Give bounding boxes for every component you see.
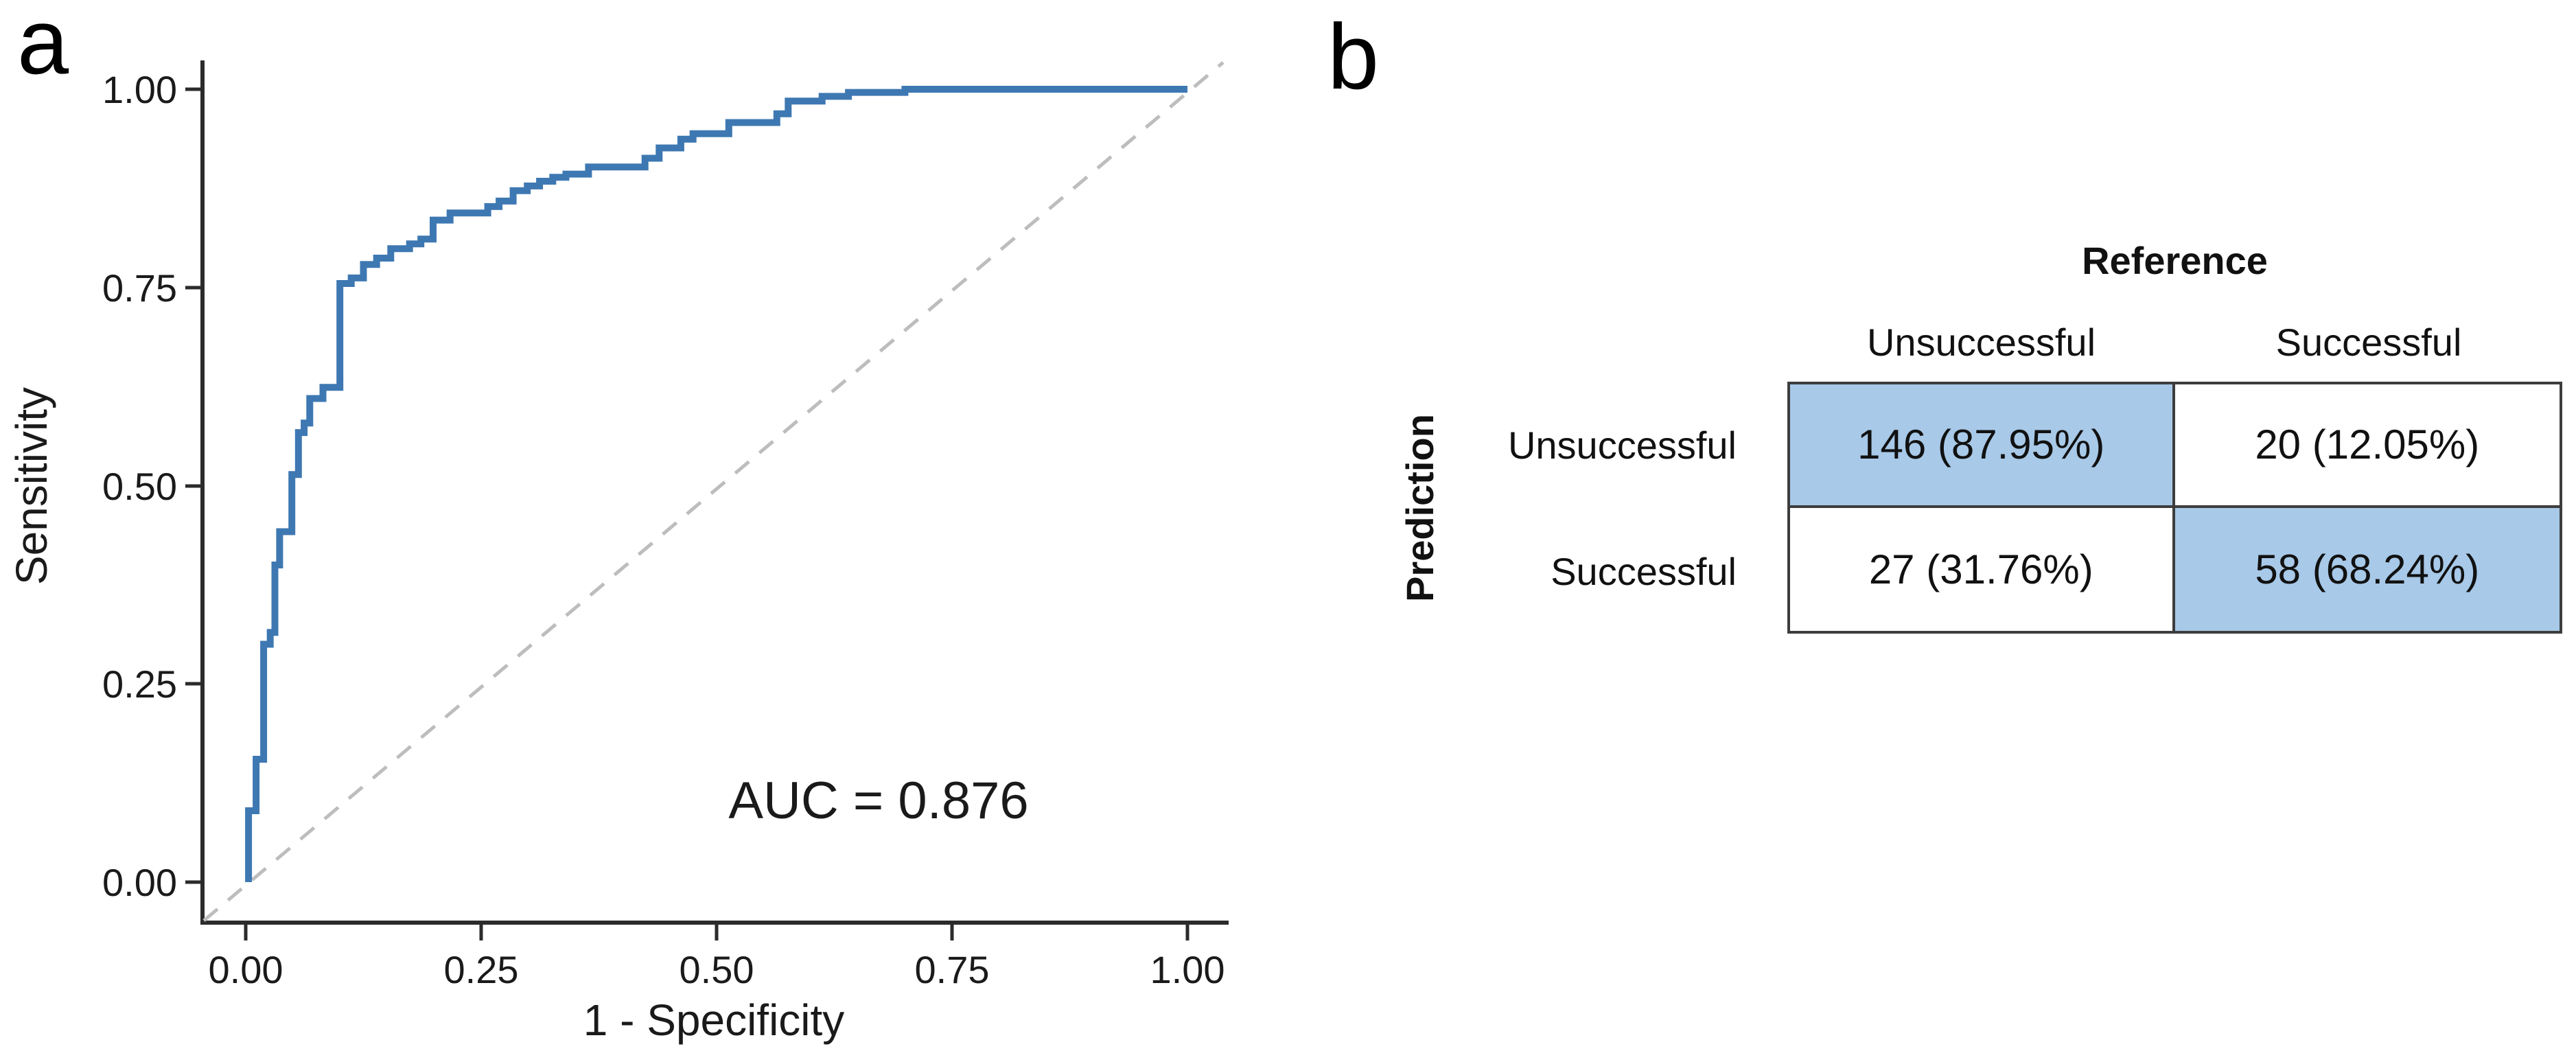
y-tick-label: 0.25 <box>102 662 177 706</box>
matrix-cell-true-positive: 58 (68.24%) <box>2174 507 2560 631</box>
y-axis-title: Sensitivity <box>7 387 56 585</box>
panel-b-label: b <box>1327 5 1380 108</box>
x-tick-label: 0.75 <box>915 948 990 991</box>
reference-axis-title: Reference <box>2082 239 2268 282</box>
x-tick-label: 0.25 <box>444 948 519 991</box>
panel-a-label: a <box>17 0 69 93</box>
row-header-successful: Successful <box>1551 549 1737 593</box>
y-tick-label: 0.75 <box>102 266 177 310</box>
roc-chart: 1.00 0.75 0.50 0.25 0.00 0.00 0.25 0.50 … <box>7 60 1229 1045</box>
x-axis-title: 1 - Specificity <box>583 995 845 1045</box>
diagonal-reference-line <box>202 61 1225 922</box>
auc-annotation: AUC = 0.876 <box>728 772 1028 830</box>
prediction-axis-title: Prediction <box>1397 414 1441 602</box>
matrix-cell-false-negative: 20 (12.05%) <box>2174 384 2560 508</box>
matrix-cell-false-positive: 27 (31.76%) <box>1790 507 2175 631</box>
roc-curve <box>245 86 1187 882</box>
y-tick-label: 0.50 <box>102 465 177 508</box>
column-header-unsuccessful: Unsuccessful <box>1866 321 2096 365</box>
column-header-successful: Successful <box>2275 321 2462 365</box>
matrix-cell-true-negative: 146 (87.95%) <box>1790 384 2175 508</box>
x-tick-label: 0.00 <box>209 948 283 991</box>
x-tick-label: 0.50 <box>680 948 754 991</box>
row-header-unsuccessful: Unsuccessful <box>1507 423 1737 467</box>
y-tick-label: 0.00 <box>102 861 177 904</box>
x-tick-label: 1.00 <box>1150 948 1225 991</box>
confusion-matrix-grid: 146 (87.95%) 20 (12.05%) 27 (31.76%) 58 … <box>1787 382 2562 634</box>
y-tick-label: 1.00 <box>102 68 177 111</box>
